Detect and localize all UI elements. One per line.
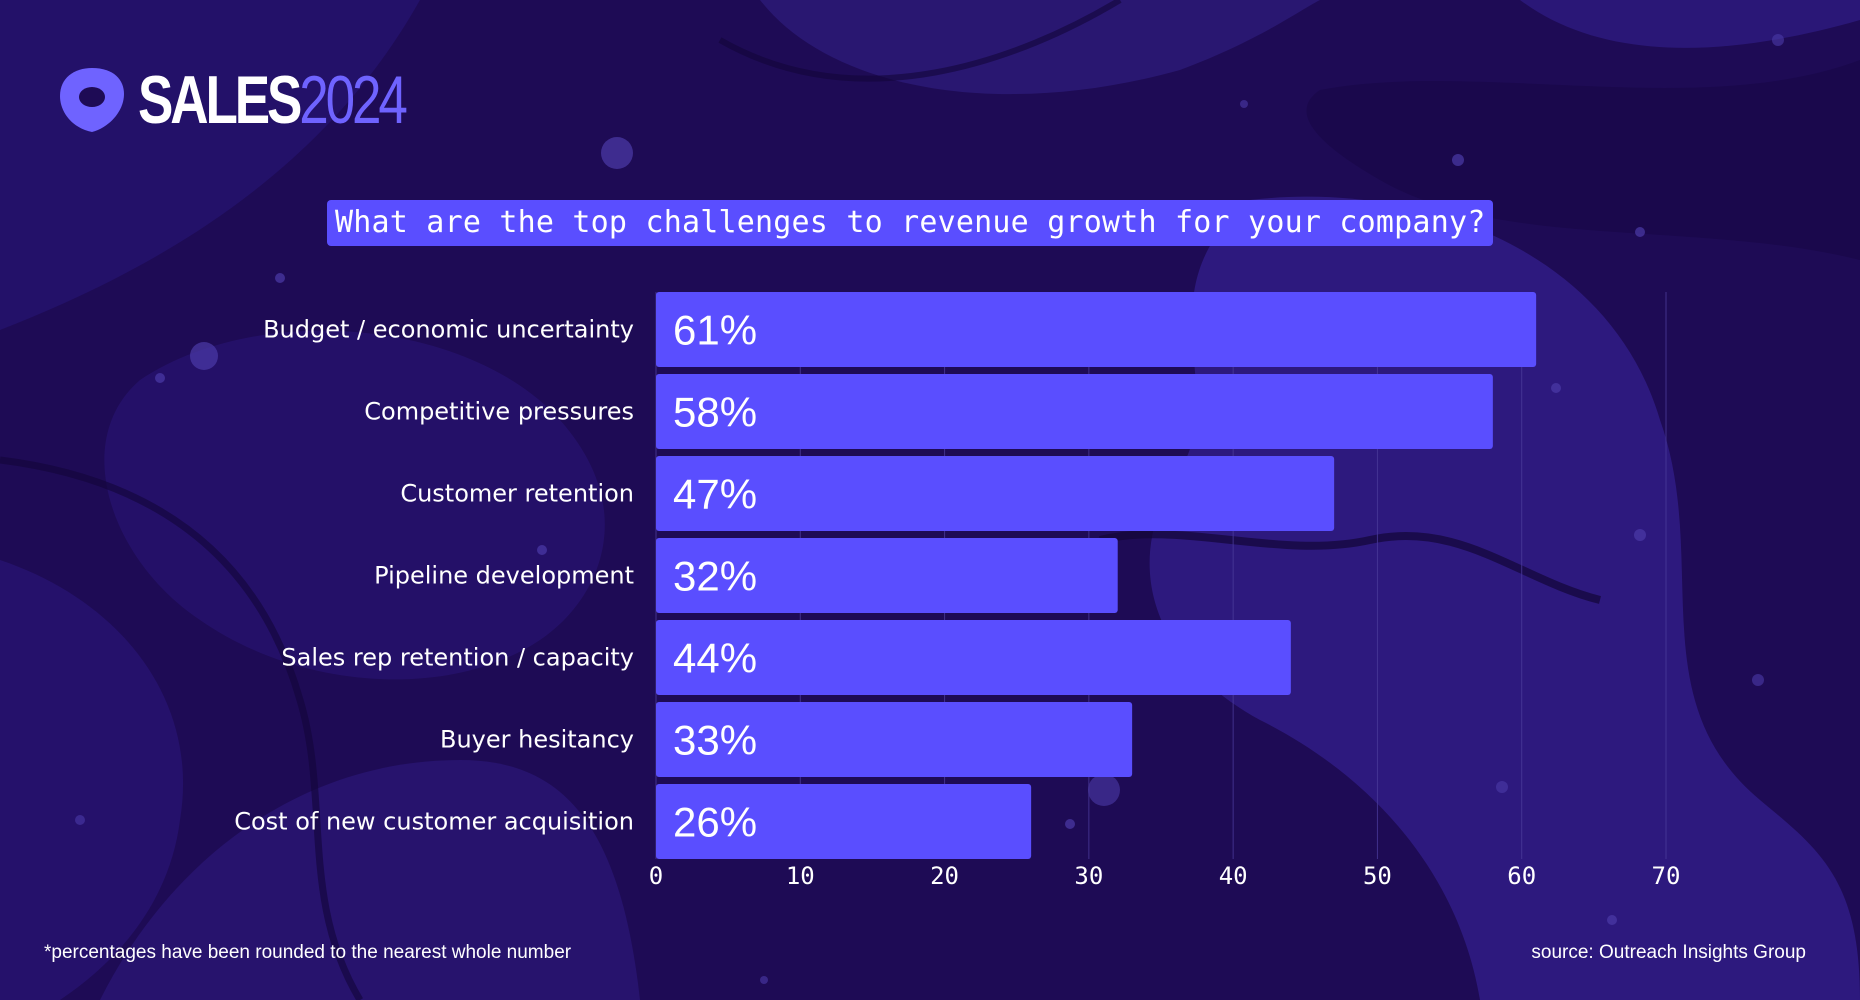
- footnote: *percentages have been rounded to the ne…: [44, 942, 572, 963]
- category-label: Competitive pressures: [364, 398, 634, 426]
- category-label: Pipeline development: [374, 562, 634, 590]
- x-tick-label: 50: [1363, 862, 1392, 890]
- x-tick-label: 10: [786, 862, 815, 890]
- bar: [656, 620, 1291, 695]
- bar: [656, 784, 1032, 859]
- category-label: Cost of new customer acquisition: [234, 808, 634, 836]
- chart-title: What are the top challenges to revenue g…: [327, 200, 1494, 246]
- logo-text: SALES2024: [138, 66, 408, 134]
- bar: [656, 374, 1493, 449]
- bar: [656, 702, 1133, 777]
- source-credit: source: Outreach Insights Group: [1531, 942, 1806, 963]
- x-tick-label: 30: [1074, 862, 1103, 890]
- bar-data-label: 44%: [673, 635, 757, 682]
- logo-word: SALES: [138, 62, 302, 138]
- bar-data-label: 26%: [673, 799, 757, 846]
- category-label: Budget / economic uncertainty: [263, 316, 634, 344]
- bar-data-label: 32%: [673, 553, 757, 600]
- x-tick-label: 40: [1219, 862, 1248, 890]
- bar-data-label: 58%: [673, 389, 757, 436]
- x-tick-label: 20: [930, 862, 959, 890]
- bar-data-label: 33%: [673, 717, 757, 764]
- x-axis-ticks: 0 10 20 30 40 50 60 70: [649, 862, 1681, 890]
- category-label: Buyer hesitancy: [440, 726, 634, 754]
- bar: [656, 538, 1118, 613]
- category-label: Customer retention: [400, 480, 634, 508]
- x-tick-label: 70: [1652, 862, 1681, 890]
- sales-2024-logo: SALES2024: [56, 60, 480, 140]
- x-tick-label: 0: [649, 862, 663, 890]
- bar: [656, 456, 1335, 531]
- category-labels: Budget / economic uncertainty Competitive…: [234, 316, 634, 836]
- logo-shield-icon: [60, 68, 124, 132]
- bar: [656, 292, 1537, 367]
- bars: 61% 58% 47% 32% 44% 33% 26%: [656, 292, 1537, 859]
- bar-data-label: 61%: [673, 307, 757, 354]
- x-tick-label: 60: [1507, 862, 1536, 890]
- logo-year: 2024: [299, 62, 408, 138]
- category-label: Sales rep retention / capacity: [281, 644, 634, 672]
- bar-data-label: 47%: [673, 471, 757, 518]
